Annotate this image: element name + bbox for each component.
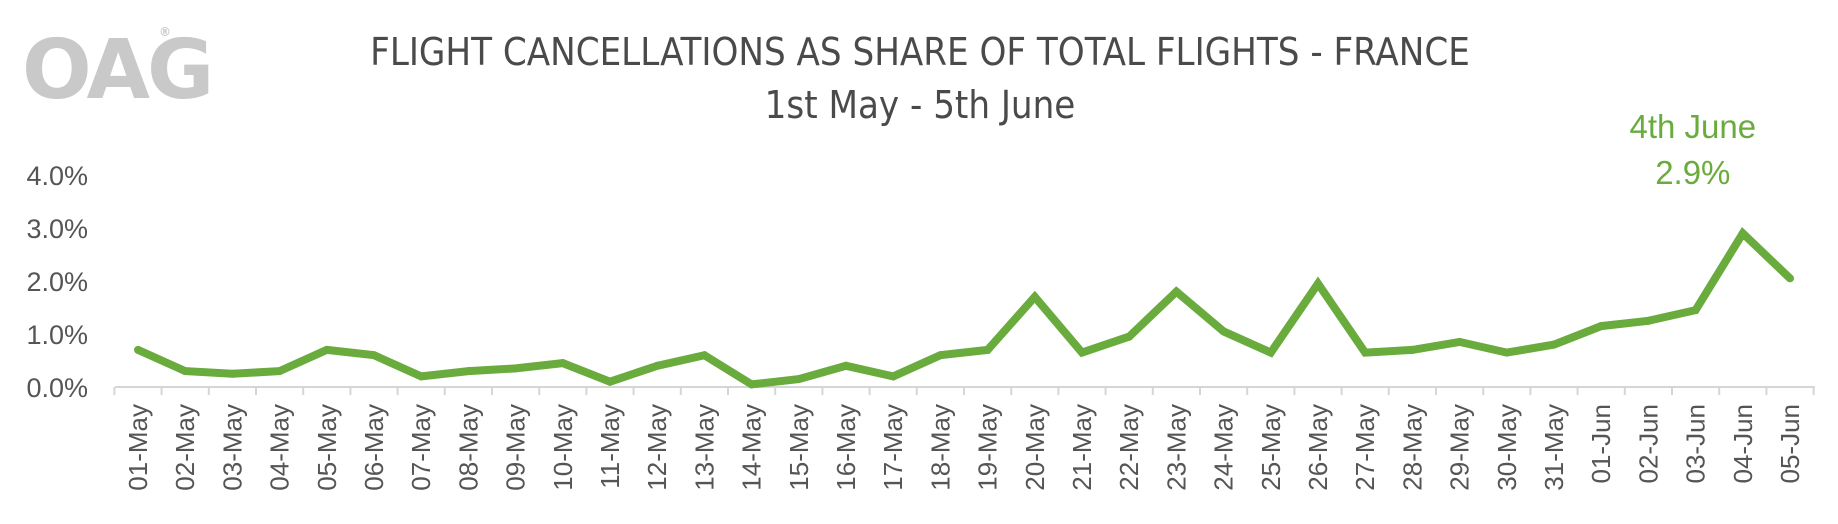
x-tick-label: 27-May <box>1350 404 1380 491</box>
x-tick-label: 31-May <box>1539 404 1569 491</box>
x-tick-label: 14-May <box>737 404 767 491</box>
x-tick-label: 18-May <box>925 404 955 491</box>
x-tick-label: 28-May <box>1397 404 1427 491</box>
data-point <box>1408 345 1417 354</box>
x-tick-label: 21-May <box>1067 404 1097 491</box>
x-tick-label: 23-May <box>1161 404 1191 491</box>
x-tick-label: 10-May <box>548 404 578 491</box>
x-tick-label: 03-May <box>217 404 247 491</box>
data-point <box>322 345 331 354</box>
trademark-mark: ® <box>159 25 171 39</box>
data-point <box>228 369 237 378</box>
data-point <box>1219 327 1228 336</box>
data-point <box>606 377 614 386</box>
data-point <box>936 351 945 360</box>
y-tick-label: 1.0% <box>26 320 88 350</box>
data-point <box>1361 348 1370 357</box>
data-point <box>558 359 567 368</box>
x-tick-label: 26-May <box>1303 404 1333 491</box>
x-tick-label: 30-May <box>1492 404 1522 491</box>
x-tick-label: 19-May <box>973 404 1003 491</box>
x-tick-label: 25-May <box>1256 404 1286 491</box>
data-point <box>1125 332 1134 341</box>
x-tick-label: 01-May <box>123 404 153 491</box>
x-tick-label: 01-Jun <box>1586 404 1616 484</box>
oag-logo: OAG <box>22 23 211 118</box>
x-tick-label: 15-May <box>784 404 814 491</box>
data-point <box>1314 279 1322 288</box>
x-tick-label: 12-May <box>642 404 672 491</box>
data-point <box>1078 348 1086 357</box>
data-point <box>1644 316 1653 325</box>
data-point <box>1030 292 1039 301</box>
y-tick-label: 3.0% <box>26 214 88 244</box>
x-tick-label: 11-May <box>595 404 625 489</box>
data-point <box>511 364 520 373</box>
x-tick-label: 24-May <box>1209 404 1239 491</box>
x-tick-label: 04-Jun <box>1728 404 1758 484</box>
x-tick-label: 02-Jun <box>1633 404 1663 484</box>
series-layer <box>134 226 1794 389</box>
y-axis: 0.0% 1.0% 2.0% 3.0% 4.0% <box>26 161 88 403</box>
x-tick-label: 04-May <box>265 404 295 491</box>
x-tick-label: 13-May <box>689 404 719 491</box>
x-tick-label: 05-May <box>312 404 342 491</box>
data-point <box>889 372 898 381</box>
x-tick-label: 08-May <box>453 404 483 491</box>
x-tick-label: 16-May <box>831 404 861 491</box>
annotation-date: 4th June <box>1629 108 1756 145</box>
data-point <box>653 361 662 370</box>
annotation-value: 2.9% <box>1655 154 1730 191</box>
data-point <box>1455 337 1464 346</box>
data-point <box>1738 229 1747 238</box>
x-tick-label: 06-May <box>359 404 389 491</box>
chart-title: FLIGHT CANCELLATIONS AS SHARE OF TOTAL F… <box>370 30 1470 74</box>
x-axis: 01-May 02-May 03-May 04-May 05-May 06-May 07-M… <box>113 387 1815 491</box>
x-tick-label: 05-Jun <box>1775 404 1805 484</box>
data-point <box>1550 340 1558 349</box>
data-point <box>1266 348 1275 357</box>
data-point <box>747 380 756 389</box>
x-tick-label: 29-May <box>1445 404 1475 491</box>
data-point <box>134 345 142 354</box>
data-point <box>794 375 803 384</box>
data-point <box>1597 322 1606 331</box>
data-point <box>1786 274 1794 283</box>
x-tick-label: 03-Jun <box>1681 404 1711 484</box>
y-tick-label: 2.0% <box>26 267 88 297</box>
data-point <box>417 372 426 381</box>
data-point <box>983 345 992 354</box>
data-point <box>1502 348 1511 357</box>
x-tick-label: 17-May <box>878 404 908 491</box>
data-point <box>1691 306 1700 315</box>
data-point <box>700 351 709 360</box>
x-tick-label: 02-May <box>170 404 200 491</box>
data-point <box>275 367 284 376</box>
chart-subtitle: 1st May - 5th June <box>765 83 1076 127</box>
series-line <box>136 226 1793 389</box>
y-tick-label: 0.0% <box>26 373 88 403</box>
x-tick-label: 07-May <box>406 404 436 491</box>
x-tick-label: 09-May <box>501 404 531 491</box>
data-point <box>842 361 850 370</box>
data-point <box>1172 287 1181 296</box>
data-point <box>464 367 473 376</box>
x-tick-label: 22-May <box>1114 404 1144 491</box>
y-tick-label: 4.0% <box>26 161 88 191</box>
data-point <box>370 351 378 360</box>
x-tick-label: 20-May <box>1020 404 1050 491</box>
data-point <box>181 367 190 376</box>
